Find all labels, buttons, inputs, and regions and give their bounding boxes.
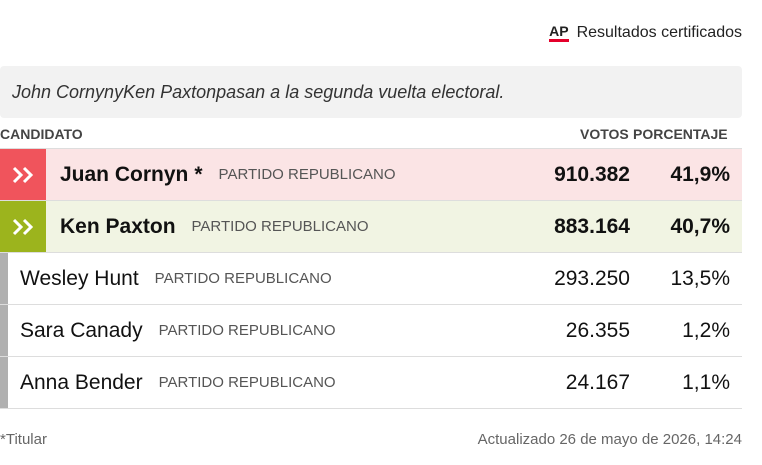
row-marker — [0, 253, 8, 304]
party: PARTIDO REPUBLICANO — [154, 270, 332, 287]
banner-joiner: y — [114, 81, 124, 102]
percent: 13,5% — [670, 267, 730, 290]
updated: Actualizado 26 de mayo de 2026, 14:24 — [477, 431, 742, 448]
incumbent-mark: * — [194, 162, 203, 186]
party: PARTIDO REPUBLICANO — [191, 218, 369, 235]
banner-name: Ken Paxton — [123, 81, 217, 102]
chevrons — [12, 166, 34, 183]
party: PARTIDO REPUBLICANO — [218, 166, 396, 183]
party: PARTIDO REPUBLICANO — [158, 322, 336, 339]
column-header: CANDIDATO VOTOS PORCENTAJE — [0, 124, 742, 148]
votes: 24.167 — [565, 371, 630, 394]
votes: 910.382 — [554, 163, 630, 186]
votes: 883.164 — [554, 215, 630, 238]
column-label: VOTOS — [580, 126, 629, 142]
chevrons — [12, 218, 34, 235]
votes: 26.355 — [565, 319, 630, 342]
row-marker — [0, 149, 46, 200]
row-marker — [0, 201, 46, 252]
banner: John Cornyn y Ken Paxton pasan a la segu… — [0, 66, 742, 118]
row: Sara Canady PARTIDO REPUBLICANO 26.355 1,2% — [0, 305, 742, 357]
percent: 40,7% — [670, 215, 730, 238]
row: Wesley Hunt PARTIDO REPUBLICANO 293.250 13,… — [0, 253, 742, 305]
candidate-name: Ken Paxton — [60, 214, 176, 238]
banner-text: pasan a la segunda vuelta electoral. — [216, 81, 505, 102]
column-label: CANDIDATO — [0, 126, 83, 142]
percent: 1,2% — [682, 319, 730, 342]
column-label: PORCENTAJE — [633, 126, 728, 142]
candidate-name: Anna Bender — [20, 370, 143, 394]
row: Juan Cornyn * PARTIDO REPUBLICANO 910.382 41… — [0, 149, 742, 201]
candidate-name: Juan Cornyn — [60, 162, 189, 186]
row: Ken Paxton PARTIDO REPUBLICANO 883.164 40,7… — [0, 201, 742, 253]
status: Resultados certificados — [576, 24, 742, 41]
header: AP Resultados certificados — [549, 24, 742, 42]
ap-logo: AP — [549, 24, 569, 42]
party: PARTIDO REPUBLICANO — [158, 374, 336, 391]
votes: 293.250 — [554, 267, 630, 290]
row-marker — [0, 305, 8, 356]
banner-name: John Cornyn — [12, 81, 115, 102]
percent: 1,1% — [682, 371, 730, 394]
footnote: *Titular — [0, 431, 47, 448]
candidate-name: Wesley Hunt — [20, 266, 139, 290]
rows: Juan Cornyn * PARTIDO REPUBLICANO 910.382 41… — [0, 148, 742, 409]
row: Anna Bender PARTIDO REPUBLICANO 24.167 1,1% — [0, 357, 742, 409]
row-marker — [0, 357, 8, 408]
percent: 41,9% — [670, 163, 730, 186]
candidate-name: Sara Canady — [20, 318, 143, 342]
